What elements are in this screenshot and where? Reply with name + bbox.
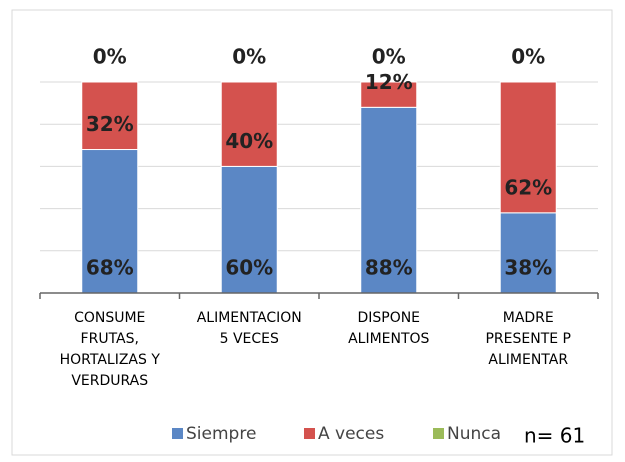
x-tick-label: CONSUME FRUTAS, HORTALIZAS Y VERDURAS xyxy=(60,310,161,389)
bar-segment xyxy=(220,81,278,167)
data-label: 12% xyxy=(365,70,413,94)
legend-swatch xyxy=(172,428,183,439)
data-label: 0% xyxy=(93,45,127,69)
data-label: 0% xyxy=(372,45,406,69)
x-tick-label: DISPONE ALIMENTOS xyxy=(348,310,429,347)
data-label: 40% xyxy=(225,129,273,153)
legend-label: A veces xyxy=(318,424,384,444)
bar-segment xyxy=(499,81,557,214)
data-label: 0% xyxy=(511,45,545,69)
bar-segment xyxy=(499,212,557,294)
data-label: 0% xyxy=(232,45,266,69)
bar-segment xyxy=(81,81,139,151)
x-tick-label: MADRE PRESENTE P ALIMENTAR xyxy=(485,310,571,368)
legend-swatch xyxy=(433,428,444,439)
data-label: 32% xyxy=(86,112,134,136)
x-tick-label: ALIMENTACION 5 VECES xyxy=(197,310,302,347)
legend-label: Nunca xyxy=(447,424,501,444)
annotation: n= 61 xyxy=(524,424,585,448)
legend-swatch xyxy=(304,428,315,439)
data-label: 62% xyxy=(504,175,552,199)
legend-label: Siempre xyxy=(186,424,256,444)
bar-segment xyxy=(360,81,418,108)
data-label: 60% xyxy=(225,256,273,280)
data-label: 68% xyxy=(86,256,134,280)
data-label: 88% xyxy=(365,256,413,280)
data-label: 38% xyxy=(504,256,552,280)
